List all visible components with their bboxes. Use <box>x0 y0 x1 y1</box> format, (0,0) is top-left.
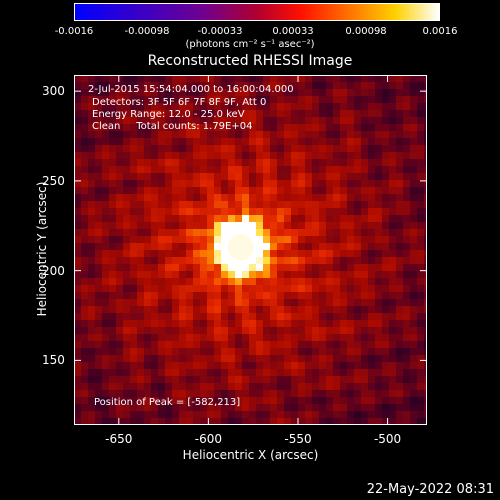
chart-title: Reconstructed RHESSI Image <box>147 53 353 69</box>
colorbar-tick-label: -0.00033 <box>197 26 243 37</box>
colorbar-tick-label: 0.00098 <box>345 26 387 37</box>
x-tick-label: -550 <box>284 432 312 446</box>
colorbar-tick-label: 0.0016 <box>422 26 458 37</box>
peak-source <box>227 234 254 261</box>
y-tick-label: 300 <box>42 84 65 99</box>
x-tick-label: -600 <box>194 432 223 446</box>
annotation-peak-position: Position of Peak = [-582,213] <box>94 397 241 408</box>
colorbar <box>74 3 440 21</box>
annotation-detectors: Detectors: 3F 5F 6F 7F 8F 9F, Att 0 <box>92 97 267 108</box>
colorbar-tick-label: 0.00033 <box>272 26 314 37</box>
heatmap-plot-area: 2-Jul-2015 15:54:04.000 to 16:00:04.000 … <box>74 75 427 425</box>
colorbar-unit-label: (photons cm⁻² s⁻¹ asec⁻²) <box>185 39 315 50</box>
x-tick-label: -650 <box>105 432 133 446</box>
annotation-energy-range: Energy Range: 12.0 - 25.0 keV <box>92 109 245 120</box>
annotation-time-range: 2-Jul-2015 15:54:04.000 to 16:00:04.000 <box>88 84 294 95</box>
annotation-method-counts: Clean Total counts: 1.79E+04 <box>92 121 253 132</box>
y-tick-label: 150 <box>42 353 65 368</box>
colorbar-tick-label: -0.0016 <box>54 26 94 37</box>
plot-timestamp: 22-May-2022 08:31 <box>366 482 494 497</box>
colorbar-tick-label: -0.00098 <box>124 26 170 37</box>
heatmap-image <box>74 75 427 425</box>
x-axis-label: Heliocentric X (arcsec) <box>182 448 319 462</box>
colorbar-gradient <box>75 4 439 20</box>
y-tick-label: 250 <box>42 173 65 188</box>
x-tick-label: -500 <box>373 432 402 446</box>
y-tick-label: 200 <box>42 263 65 278</box>
